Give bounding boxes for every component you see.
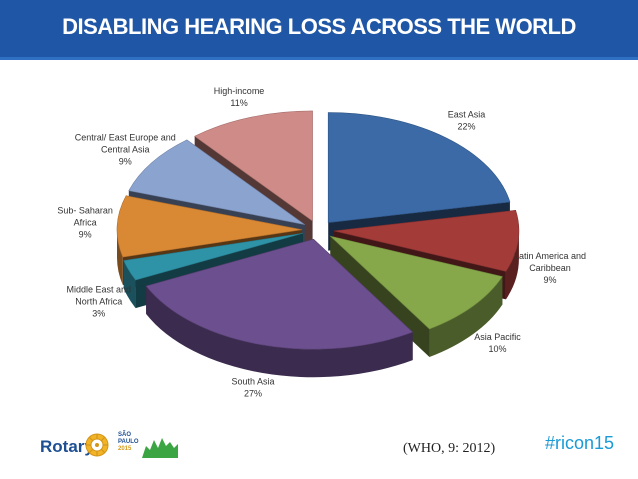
- slice-name-6-0: Central/ East Europe and: [75, 132, 176, 142]
- slice-side-4-0: [123, 260, 136, 309]
- slice-side-2-0: [429, 276, 503, 357]
- pie-slice-6: [128, 139, 305, 225]
- slice-value-4: 3%: [92, 309, 105, 319]
- pie-slice-3: [145, 238, 414, 350]
- slice-name-0-0: East Asia: [448, 110, 486, 120]
- slice-value-5: 9%: [79, 230, 92, 240]
- page-title: DISABLING HEARING LOSS ACROSS THE WORLD: [62, 14, 576, 39]
- pie-slice-4: [123, 232, 304, 281]
- slice-value-2: 10%: [489, 344, 507, 354]
- slice-label-1: Latin America and Caribbean 9%: [514, 251, 586, 285]
- slice-label-5: Sub- Saharan Africa 9%: [57, 206, 113, 240]
- pie-slice-7: [194, 110, 313, 222]
- city-skyline-icon: [142, 438, 178, 458]
- slice-value-1: 9%: [543, 275, 556, 285]
- rotary-logo-text: Rotary: [40, 437, 94, 456]
- slice-wall-4-1: [123, 233, 303, 289]
- pie-slice-5: [116, 195, 303, 258]
- slice-value-0: 22%: [458, 122, 476, 132]
- slice-name-2-0: Asia Pacific: [474, 332, 521, 342]
- slice-name-3-0: South Asia: [231, 377, 274, 387]
- slice-value-6: 9%: [119, 156, 132, 166]
- slice-label-6: Central/ East Europe and Central Asia 9%: [75, 132, 176, 166]
- citation: (WHO, 9: 2012): [403, 441, 496, 456]
- slice-label-2: Asia Pacific 10%: [474, 332, 521, 354]
- pie-slice-0: [327, 112, 511, 223]
- slice-side-3-0: [146, 286, 413, 378]
- slice-value-3: 27%: [244, 389, 262, 399]
- sao-paulo-line-1: SÃO: [118, 432, 132, 438]
- rotary-wheel-icon: [85, 433, 109, 457]
- slice-name-5-0: Sub- Saharan: [57, 206, 113, 216]
- slice-name-6-1: Central Asia: [101, 144, 150, 154]
- slice-label-4: Middle East and North Africa 3%: [67, 285, 132, 319]
- slice-name-7-0: High-income: [214, 86, 265, 96]
- pie-tops: [116, 110, 520, 350]
- title-bar: DISABLING HEARING LOSS ACROSS THE WORLD: [0, 0, 638, 60]
- slice-name-4-1: North Africa: [75, 297, 122, 307]
- sao-paulo-line-2: PAULO: [118, 439, 139, 445]
- hashtag: #ricon15: [545, 433, 615, 453]
- slice-label-7: High-income 11%: [214, 86, 265, 108]
- slice-name-4-0: Middle East and: [67, 285, 132, 295]
- slice-name-1-0: Latin America and: [514, 251, 586, 261]
- sao-paulo-year: 2015: [118, 446, 132, 452]
- slice-value-7: 11%: [230, 98, 247, 108]
- slice-label-0: East Asia 22%: [448, 110, 486, 132]
- slice-name-1-1: Caribbean: [529, 263, 571, 273]
- slice-side-1-0: [505, 230, 519, 300]
- pie-slice-1: [333, 209, 520, 272]
- slice-label-3: South Asia 27%: [231, 377, 274, 399]
- slice-name-5-1: Africa: [74, 218, 97, 228]
- pie-labels: East Asia 22% Latin America and Caribbean 9%…: [57, 86, 586, 398]
- sao-paulo-logo: SÃO PAULO 2015: [118, 432, 188, 460]
- pie-slice-2: [329, 235, 503, 330]
- pie-chart: East Asia 22% Latin America and Caribbean 9%…: [57, 86, 586, 398]
